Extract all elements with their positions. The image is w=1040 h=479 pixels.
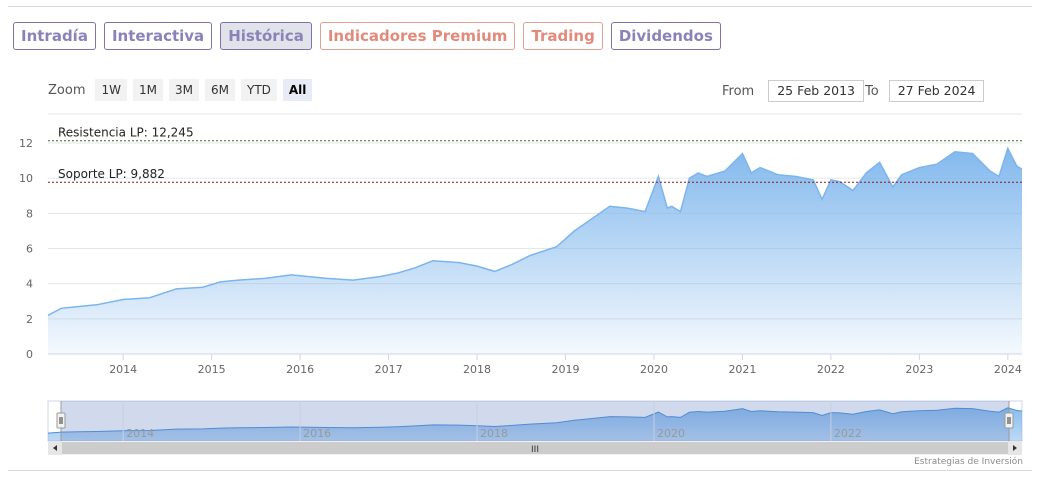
zoom-button-3m[interactable]: 3M (168, 79, 199, 101)
navigator-tick-label: 2018 (480, 427, 508, 440)
top-divider (8, 6, 1032, 7)
chart-tabs: Intradía Interactiva Histórica Indicadores … (13, 22, 721, 50)
zoom-button-1m[interactable]: 1M (132, 79, 163, 101)
zoom-button-6m[interactable]: 6M (204, 79, 235, 101)
x-tick-label: 2016 (286, 363, 314, 376)
zoom-button-group: 1W 1M 3M 6M YTD All (89, 79, 313, 101)
navigator-tick-label: 2014 (126, 427, 154, 440)
to-date-input[interactable]: 27 Feb 2024 (888, 80, 985, 102)
navigator-mask (61, 401, 1009, 441)
tab-interactiva[interactable]: Interactiva (103, 22, 213, 50)
scrollbar-grip: III (531, 445, 539, 455)
tab-intradía[interactable]: Intradía (13, 22, 96, 50)
x-tick-label: 2024 (994, 363, 1022, 376)
bottom-divider (8, 470, 1032, 471)
x-tick-label: 2023 (905, 363, 933, 376)
scrollbar-thumb[interactable] (62, 442, 1008, 454)
credit-text: Estrategias de Inversión (914, 457, 1023, 467)
arrow-right-icon (1013, 445, 1017, 451)
x-tick-label: 2017 (375, 363, 403, 376)
tab-indicadores-premium[interactable]: Indicadores Premium (319, 22, 516, 50)
tab-trading[interactable]: Trading (523, 22, 603, 50)
range-from: From 25 Feb 2013 (722, 80, 865, 102)
x-tick-label: 2015 (198, 363, 226, 376)
x-tick-label: 2020 (640, 363, 668, 376)
y-tick-label: 6 (26, 243, 33, 256)
y-axis: 0 2 4 6 8 10 12 (19, 137, 33, 361)
x-tick-label: 2022 (817, 363, 845, 376)
from-date-input[interactable]: 25 Feb 2013 (768, 80, 865, 102)
tab-histórica[interactable]: Histórica (220, 22, 312, 50)
navigator-tick-label: 2016 (303, 427, 331, 440)
x-axis: 2014 2015 2016 2017 2018 2019 2020 2021 2022 2023… (48, 353, 1022, 376)
navigator-right-handle[interactable] (1004, 412, 1014, 429)
navigator-left-handle[interactable] (56, 412, 66, 429)
annotation-label: Soporte LP: 9,882 (58, 167, 165, 181)
zoom-button-ytd[interactable]: YTD (240, 79, 277, 101)
tab-dividendos[interactable]: Dividendos (610, 22, 721, 50)
from-label: From (722, 83, 755, 99)
series-area (47, 146, 1023, 354)
navigator-series-line (47, 407, 1023, 434)
zoom-label: Zoom (48, 82, 86, 98)
range-to: To 27 Feb 2024 (865, 80, 985, 102)
annotation-label: Resistencia LP: 12,245 (58, 126, 194, 140)
to-label: To (865, 83, 879, 99)
y-tick-label: 10 (19, 172, 33, 185)
x-tick-label: 2021 (728, 363, 756, 376)
navigator[interactable]: 201420162018202020222…III (0, 400, 1023, 455)
x-tick-label: 2018 (463, 363, 491, 376)
navigator-tick-label: 2020 (657, 427, 685, 440)
y-tick-label: 4 (26, 278, 33, 291)
navigator-series-area (48, 407, 1022, 441)
arrow-left-icon (53, 445, 57, 451)
zoom-button-1w[interactable]: 1W (95, 79, 127, 101)
y-tick-label: 8 (26, 207, 33, 220)
x-tick-label: 2014 (109, 363, 137, 376)
x-tick-label: 2019 (552, 363, 580, 376)
series-area-fill (48, 148, 1022, 354)
zoom-controls: Zoom 1W 1M 3M 6M YTD All (48, 79, 313, 101)
y-tick-label: 2 (26, 313, 33, 326)
zoom-button-all[interactable]: All (282, 79, 313, 101)
y-tick-label: 12 (19, 137, 33, 150)
annotation-lines: Resistencia LP: 12,245 Soporte LP: 9,882 (48, 126, 1022, 183)
navigator-tick-label: 2022 (834, 427, 862, 440)
y-tick-label: 0 (26, 348, 33, 361)
